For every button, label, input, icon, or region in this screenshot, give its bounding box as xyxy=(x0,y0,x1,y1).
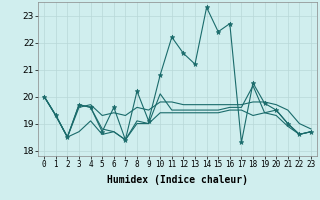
X-axis label: Humidex (Indice chaleur): Humidex (Indice chaleur) xyxy=(107,175,248,185)
